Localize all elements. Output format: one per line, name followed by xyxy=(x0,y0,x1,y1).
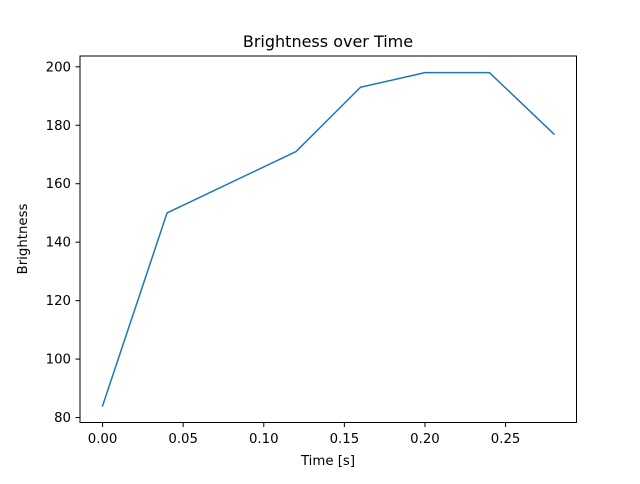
x-tick-label: 0.05 xyxy=(168,432,198,447)
plot-frame xyxy=(79,55,577,423)
plot-area: 0.00 0.05 0.10 0.15 0.20 0.25 80 100 120 140 160 18… xyxy=(46,55,577,447)
y-tick-label: 140 xyxy=(46,236,71,251)
data-line-brightness xyxy=(101,71,555,407)
y-tick-label: 100 xyxy=(46,353,71,368)
x-tick-label: 0.10 xyxy=(249,432,279,447)
y-tick-label: 180 xyxy=(46,119,71,134)
x-axis-label: Time [s] xyxy=(300,454,355,469)
x-tick-label: 0.15 xyxy=(330,432,360,447)
y-tick-label: 200 xyxy=(46,60,71,75)
x-tick-label: 0.20 xyxy=(410,432,440,447)
y-tick-label: 160 xyxy=(46,177,71,192)
x-tick-label: 0.00 xyxy=(88,432,118,447)
chart-title: Brightness over Time xyxy=(243,32,413,51)
y-tick-label: 120 xyxy=(46,294,71,309)
y-tick-label: 80 xyxy=(54,411,71,426)
x-tick-label: 0.25 xyxy=(491,432,521,447)
y-axis-label: Brightness xyxy=(16,204,31,275)
